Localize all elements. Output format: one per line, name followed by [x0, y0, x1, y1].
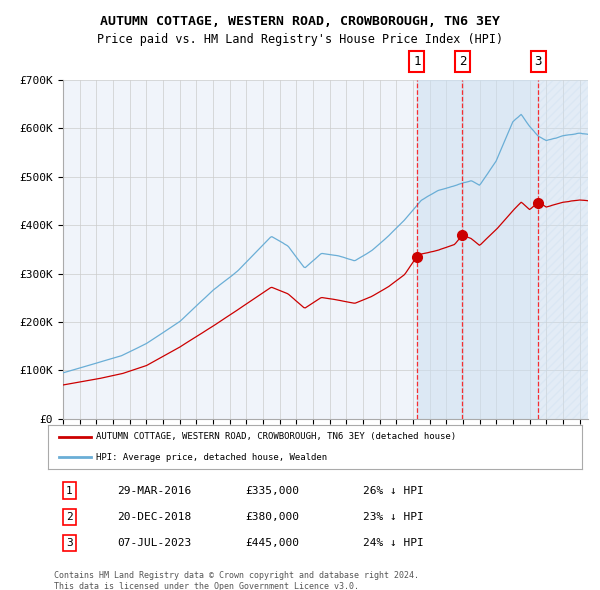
- Text: AUTUMN COTTAGE, WESTERN ROAD, CROWBOROUGH, TN6 3EY (detached house): AUTUMN COTTAGE, WESTERN ROAD, CROWBOROUG…: [96, 432, 456, 441]
- Text: 23% ↓ HPI: 23% ↓ HPI: [363, 512, 424, 522]
- Bar: [463, 80, 538, 419]
- Text: Price paid vs. HM Land Registry's House Price Index (HPI): Price paid vs. HM Land Registry's House …: [97, 33, 503, 46]
- Text: 26% ↓ HPI: 26% ↓ HPI: [363, 486, 424, 496]
- Text: £335,000: £335,000: [245, 486, 299, 496]
- Text: 2: 2: [459, 55, 466, 68]
- Text: 07-JUL-2023: 07-JUL-2023: [118, 538, 191, 548]
- Text: HPI: Average price, detached house, Wealden: HPI: Average price, detached house, Weal…: [96, 453, 327, 461]
- Text: 24% ↓ HPI: 24% ↓ HPI: [363, 538, 424, 548]
- Bar: [538, 80, 588, 419]
- Text: £380,000: £380,000: [245, 512, 299, 522]
- Text: 1: 1: [66, 486, 73, 496]
- Text: 29-MAR-2016: 29-MAR-2016: [118, 486, 191, 496]
- Text: Contains HM Land Registry data © Crown copyright and database right 2024.
This d: Contains HM Land Registry data © Crown c…: [54, 571, 419, 590]
- Text: 3: 3: [66, 538, 73, 548]
- Text: 3: 3: [535, 55, 542, 68]
- Text: AUTUMN COTTAGE, WESTERN ROAD, CROWBOROUGH, TN6 3EY: AUTUMN COTTAGE, WESTERN ROAD, CROWBOROUG…: [100, 15, 500, 28]
- Text: £445,000: £445,000: [245, 538, 299, 548]
- Bar: [417, 80, 463, 419]
- Text: 20-DEC-2018: 20-DEC-2018: [118, 512, 191, 522]
- Text: 2: 2: [66, 512, 73, 522]
- Text: 1: 1: [413, 55, 421, 68]
